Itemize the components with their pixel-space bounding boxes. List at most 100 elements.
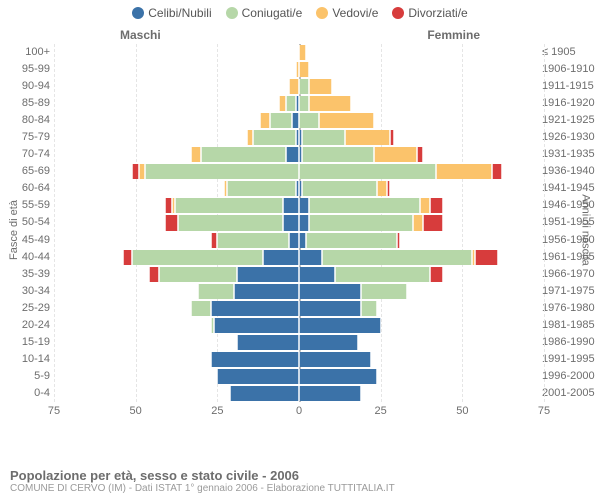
bar-segment [309,79,332,94]
bar-stack [299,45,306,60]
male-half [54,95,299,112]
female-half [299,368,544,385]
x-tick: 50 [456,405,468,417]
bar-stack [299,130,394,145]
bar-stack [299,62,309,77]
female-half [299,197,544,214]
bar-segment [299,45,306,60]
bar-stack [224,181,299,196]
male-half [54,249,299,266]
bar-stack [299,301,377,316]
bar-segment [302,181,377,196]
bar-segment [299,79,309,94]
birth-label: 1916-1920 [542,95,598,112]
male-half [54,300,299,317]
bar-segment [436,164,492,179]
bar-segment [492,164,502,179]
legend-item: Vedovi/e [316,6,378,20]
bar-stack [299,233,400,248]
age-label: 40-44 [2,249,50,266]
legend-item: Celibi/Nubili [132,6,211,20]
bar-segment [253,130,295,145]
bar-stack [165,215,299,230]
chart-area [54,44,544,444]
female-half [299,385,544,402]
birth-label: 1966-1970 [542,266,598,283]
bar-segment [123,250,133,265]
birth-label: 1926-1930 [542,129,598,146]
bar-stack [132,164,299,179]
legend-label: Divorziati/e [408,6,467,20]
bar-stack [299,284,407,299]
pyramid-row [54,78,544,95]
male-half [54,317,299,334]
bar-segment [217,233,289,248]
age-label: 45-49 [2,232,50,249]
female-half [299,95,544,112]
bar-stack [299,267,443,282]
bar-segment [322,250,472,265]
bar-segment [214,318,299,333]
age-label: 95-99 [2,61,50,78]
male-half [54,180,299,197]
legend: Celibi/Nubili Coniugati/e Vedovi/e Divorzia… [0,0,600,20]
bar-stack [299,386,361,401]
legend-item: Divorziati/e [392,6,467,20]
bar-segment [299,335,358,350]
bar-segment [299,284,361,299]
pyramid-row [54,232,544,249]
bar-segment [319,113,375,128]
age-label: 30-34 [2,283,50,300]
age-label: 15-19 [2,334,50,351]
bar-segment [191,301,211,316]
x-tick: 25 [375,405,387,417]
pyramid-row [54,214,544,231]
birth-label: 2001-2005 [542,385,598,402]
bar-segment [286,147,299,162]
bar-stack [299,79,332,94]
age-label: 100+ [2,44,50,61]
bar-segment [159,267,237,282]
bar-stack [230,386,299,401]
bar-segment [309,215,414,230]
x-tick: 75 [48,405,60,417]
pyramid-row [54,197,544,214]
x-tick: 25 [211,405,223,417]
bar-segment [390,130,393,145]
bar-stack [191,147,299,162]
female-half [299,78,544,95]
age-label: 50-54 [2,214,50,231]
pyramid-row [54,351,544,368]
chart-container: Celibi/Nubili Coniugati/e Vedovi/e Divorzia… [0,0,600,500]
bar-segment [165,215,178,230]
age-label: 5-9 [2,368,50,385]
bar-segment [302,147,374,162]
birth-label: 1996-2000 [542,368,598,385]
bar-stack [299,335,358,350]
bar-segment [299,215,309,230]
pyramid-row [54,283,544,300]
bar-stack [149,267,299,282]
bar-segment [263,250,299,265]
bar-stack [123,250,299,265]
female-half [299,163,544,180]
bar-segment [361,301,377,316]
age-label: 10-14 [2,351,50,368]
birth-label: 1991-1995 [542,351,598,368]
y-axis-left: 100+95-9990-9485-8980-8475-7970-7465-696… [2,44,50,424]
bar-segment [299,96,309,111]
bar-segment [345,130,391,145]
bar-segment [299,318,381,333]
birth-label: 1961-1965 [542,249,598,266]
legend-item: Coniugati/e [226,6,303,20]
footer-title: Popolazione per età, sesso e stato civil… [10,468,590,483]
bar-stack [299,215,443,230]
bar-segment [217,369,299,384]
age-label: 85-89 [2,95,50,112]
male-half [54,351,299,368]
pyramid-row [54,146,544,163]
bar-stack [299,250,498,265]
bar-segment [237,335,299,350]
legend-swatch [392,7,404,19]
bar-segment [299,267,335,282]
